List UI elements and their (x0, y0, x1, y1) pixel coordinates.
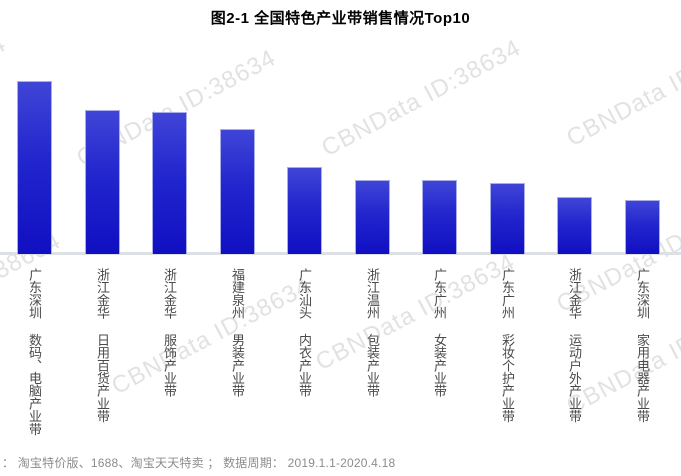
category-label: 广东汕头 内衣产业带 (297, 268, 312, 398)
bar (85, 110, 120, 254)
category-label: 广东深圳 数码、电脑产业带 (27, 268, 42, 436)
bar (220, 129, 255, 254)
category-label: 广东深圳 家用电器产业带 (635, 268, 650, 423)
chart-title: 图2-1 全国特色产业带销售情况Top10 (210, 10, 471, 27)
category-label: 浙江金华 日用百货产业带 (95, 268, 110, 423)
category-label: 广东广州 彩妆个护产业带 (500, 268, 515, 423)
bar (490, 183, 525, 254)
category-label: 福建泉州 男装产业带 (230, 268, 245, 398)
source-footnote: ： 淘宝特价版、1688、淘宝天天特卖 ； 数据周期： 2019.1.1-202… (2, 456, 396, 470)
bar (287, 167, 322, 254)
bar (625, 200, 660, 254)
bar (152, 112, 187, 254)
category-label: 浙江金华 运动户外产业带 (567, 268, 582, 423)
x-axis-line (0, 252, 681, 255)
bar (355, 180, 390, 254)
category-label: 广东广州 女装产业带 (432, 268, 447, 398)
bar (557, 197, 592, 254)
category-label: 浙江温州 包装产业带 (365, 268, 380, 398)
bar (17, 81, 52, 254)
category-label: 浙江金华 服饰产业带 (162, 268, 177, 398)
bar (422, 180, 457, 254)
